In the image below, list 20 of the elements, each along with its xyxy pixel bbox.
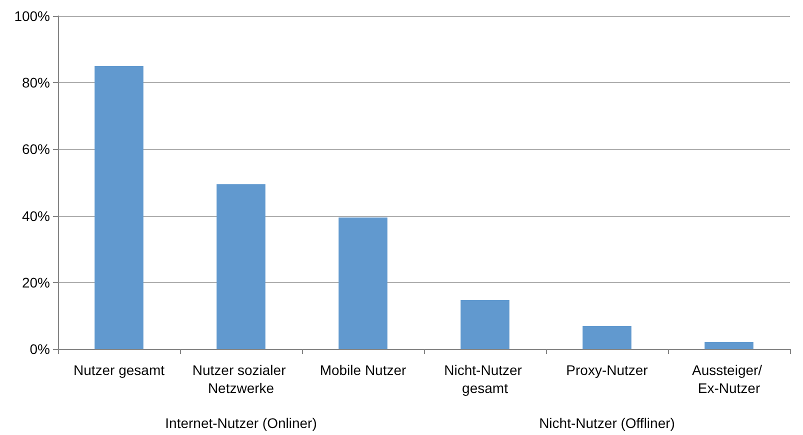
x-tick-label: Proxy-Nutzer bbox=[566, 362, 648, 378]
y-tick-label: 60% bbox=[22, 141, 50, 158]
x-tick-label: Mobile Nutzer bbox=[320, 362, 407, 378]
text: Internet-Nutzer (Onliner) bbox=[165, 415, 317, 431]
y-tick-label: 0% bbox=[30, 341, 50, 357]
y-tick-label: 20% bbox=[22, 274, 50, 290]
bar bbox=[216, 184, 266, 349]
x-tick-label: Nutzer gesamt bbox=[73, 362, 165, 378]
text: Nicht-Nutzer (Offliner) bbox=[539, 415, 675, 431]
bar bbox=[582, 326, 632, 349]
bar bbox=[460, 300, 510, 349]
bar bbox=[704, 342, 754, 349]
bar bbox=[338, 217, 388, 349]
y-tick-label: 40% bbox=[22, 208, 50, 224]
bar bbox=[94, 66, 144, 349]
x-tick-label: Nutzer sozialer Netzwerke bbox=[192, 362, 290, 396]
y-tick-label: 100% bbox=[14, 8, 50, 24]
x-tick-label: Nicht-Nutzer gesamt bbox=[444, 362, 526, 396]
x-tick-label: Aussteiger/ Ex-Nutzer bbox=[692, 362, 766, 396]
y-tick-label: 80% bbox=[22, 74, 50, 91]
